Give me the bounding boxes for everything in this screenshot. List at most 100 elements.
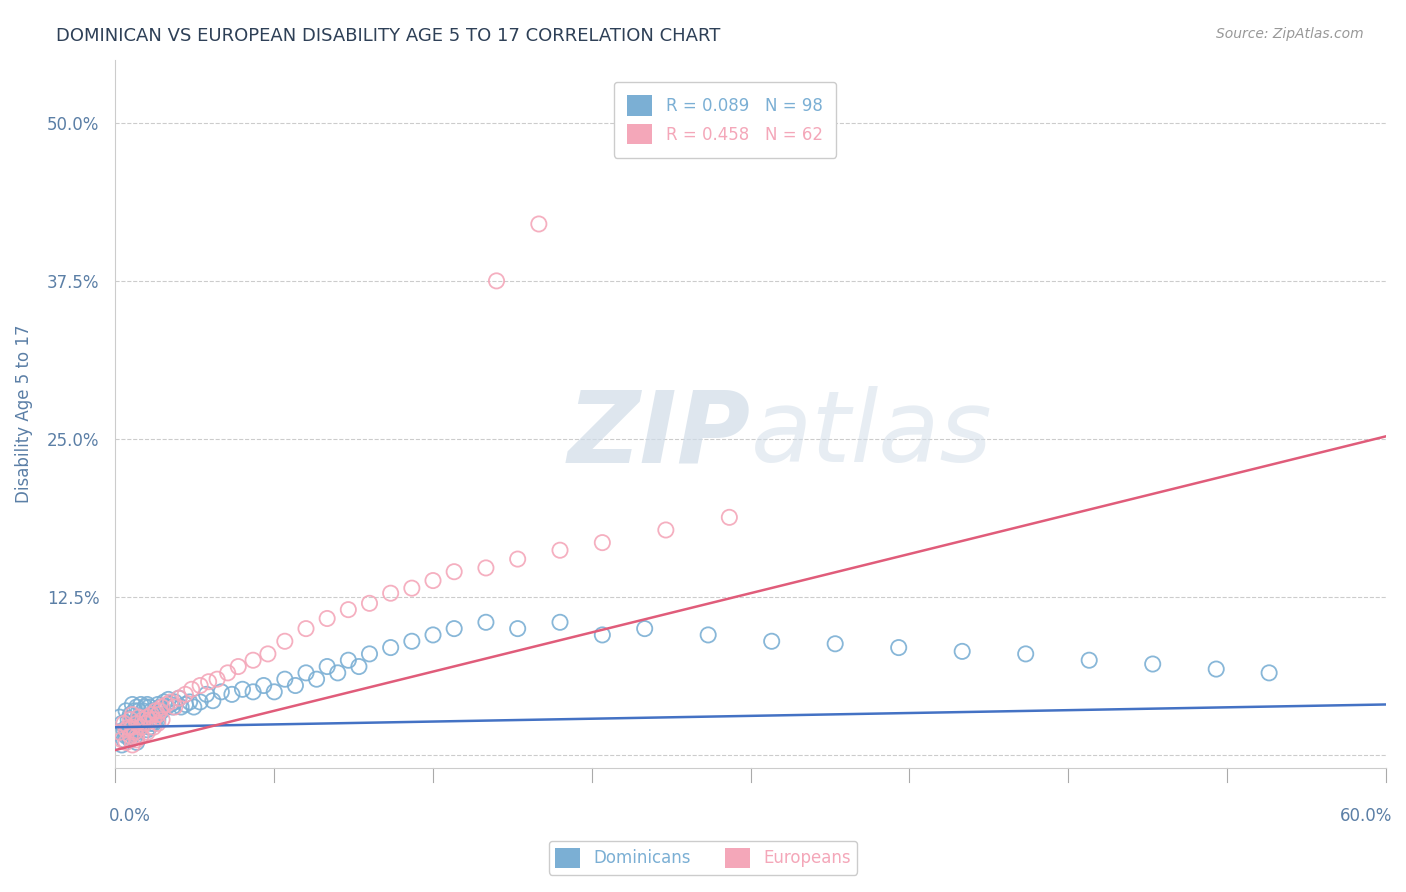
Legend: Dominicans, Europeans: Dominicans, Europeans bbox=[548, 841, 858, 875]
Text: DOMINICAN VS EUROPEAN DISABILITY AGE 5 TO 17 CORRELATION CHART: DOMINICAN VS EUROPEAN DISABILITY AGE 5 T… bbox=[56, 27, 721, 45]
Point bbox=[121, 698, 143, 712]
Point bbox=[149, 700, 172, 714]
Point bbox=[146, 707, 169, 722]
Point bbox=[163, 695, 186, 709]
Point bbox=[108, 725, 131, 739]
Point bbox=[231, 682, 253, 697]
Point bbox=[162, 700, 184, 714]
Point bbox=[295, 665, 318, 680]
Point bbox=[121, 738, 143, 752]
Point bbox=[634, 622, 657, 636]
Point bbox=[824, 637, 846, 651]
Point bbox=[121, 707, 143, 722]
Point bbox=[136, 710, 159, 724]
Point bbox=[188, 679, 211, 693]
Point bbox=[138, 700, 160, 714]
Point bbox=[142, 720, 165, 734]
Point bbox=[142, 713, 165, 727]
Point bbox=[174, 698, 197, 712]
Point bbox=[136, 698, 159, 712]
Point bbox=[134, 716, 156, 731]
Point bbox=[591, 628, 613, 642]
Point bbox=[117, 725, 139, 739]
Point bbox=[163, 700, 186, 714]
Point bbox=[274, 672, 297, 686]
Point bbox=[121, 720, 143, 734]
Point bbox=[179, 695, 201, 709]
Point bbox=[274, 634, 297, 648]
Point bbox=[506, 552, 529, 566]
Point bbox=[485, 274, 508, 288]
Point bbox=[146, 716, 169, 731]
Point bbox=[380, 586, 402, 600]
Point bbox=[134, 700, 156, 714]
Point bbox=[112, 732, 135, 747]
Point bbox=[115, 723, 138, 737]
Point bbox=[221, 687, 243, 701]
Point bbox=[125, 700, 148, 714]
Point bbox=[136, 723, 159, 737]
Point bbox=[761, 634, 783, 648]
Point bbox=[111, 732, 134, 747]
Text: ZIP: ZIP bbox=[568, 386, 751, 483]
Text: atlas: atlas bbox=[751, 386, 993, 483]
Point bbox=[117, 713, 139, 727]
Point bbox=[205, 672, 228, 686]
Point bbox=[401, 581, 423, 595]
Point bbox=[124, 704, 146, 718]
Point bbox=[145, 713, 167, 727]
Point bbox=[117, 729, 139, 743]
Point bbox=[217, 665, 239, 680]
Point bbox=[253, 679, 276, 693]
Point bbox=[337, 653, 360, 667]
Point bbox=[146, 713, 169, 727]
Point bbox=[132, 716, 155, 731]
Point bbox=[142, 716, 165, 731]
Point bbox=[167, 691, 190, 706]
Point bbox=[422, 574, 444, 588]
Point bbox=[138, 713, 160, 727]
Point bbox=[149, 704, 172, 718]
Point bbox=[125, 713, 148, 727]
Point bbox=[142, 710, 165, 724]
Point bbox=[120, 729, 142, 743]
Point bbox=[120, 713, 142, 727]
Point bbox=[129, 720, 152, 734]
Point bbox=[718, 510, 741, 524]
Point bbox=[128, 716, 150, 731]
Point bbox=[188, 695, 211, 709]
Point bbox=[591, 535, 613, 549]
Point bbox=[120, 707, 142, 722]
Point bbox=[655, 523, 678, 537]
Point bbox=[124, 725, 146, 739]
Point bbox=[124, 731, 146, 745]
Point bbox=[150, 713, 173, 727]
Point bbox=[263, 685, 285, 699]
Point bbox=[174, 687, 197, 701]
Point bbox=[201, 694, 224, 708]
Point bbox=[359, 647, 381, 661]
Text: 0.0%: 0.0% bbox=[110, 806, 150, 824]
Point bbox=[153, 695, 176, 709]
Point bbox=[180, 682, 202, 697]
Point bbox=[134, 716, 156, 731]
Point bbox=[157, 692, 180, 706]
Point bbox=[146, 707, 169, 722]
Point bbox=[295, 622, 318, 636]
Point bbox=[284, 679, 307, 693]
Point bbox=[316, 611, 339, 625]
Point bbox=[145, 704, 167, 718]
Point bbox=[120, 720, 142, 734]
Point bbox=[136, 710, 159, 724]
Text: 60.0%: 60.0% bbox=[1340, 806, 1392, 824]
Point bbox=[112, 716, 135, 731]
Point bbox=[548, 543, 571, 558]
Point bbox=[121, 716, 143, 731]
Point bbox=[132, 713, 155, 727]
Point bbox=[129, 710, 152, 724]
Point bbox=[121, 725, 143, 739]
Point bbox=[1258, 665, 1281, 680]
Point bbox=[167, 691, 190, 706]
Legend: R = 0.089   N = 98, R = 0.458   N = 62: R = 0.089 N = 98, R = 0.458 N = 62 bbox=[614, 82, 837, 158]
Point bbox=[111, 738, 134, 752]
